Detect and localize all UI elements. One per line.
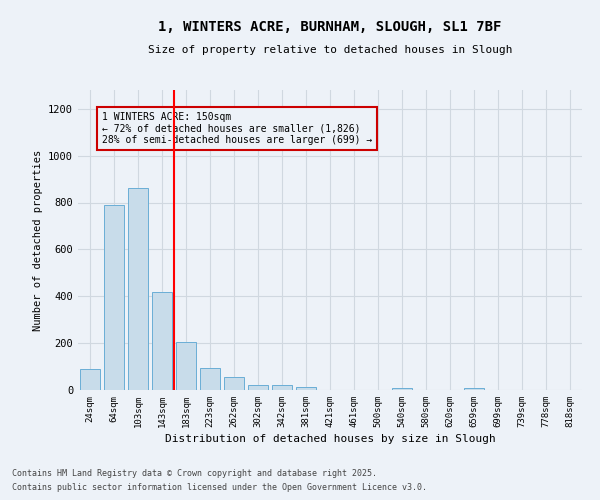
Text: 1 WINTERS ACRE: 150sqm
← 72% of detached houses are smaller (1,826)
28% of semi-: 1 WINTERS ACRE: 150sqm ← 72% of detached… [102,112,372,146]
Bar [392,388,412,390]
Bar [152,292,172,390]
Text: 1, WINTERS ACRE, BURNHAM, SLOUGH, SL1 7BF: 1, WINTERS ACRE, BURNHAM, SLOUGH, SL1 7B… [158,20,502,34]
Bar [104,205,124,390]
Y-axis label: Number of detached properties: Number of detached properties [32,150,43,330]
Bar [176,342,196,390]
Bar [248,386,268,390]
Bar [272,386,292,390]
Text: Contains HM Land Registry data © Crown copyright and database right 2025.: Contains HM Land Registry data © Crown c… [12,468,377,477]
Bar [200,368,220,390]
Text: Contains public sector information licensed under the Open Government Licence v3: Contains public sector information licen… [12,484,427,492]
Bar [224,377,244,390]
Bar [464,388,484,390]
Bar [80,369,100,390]
Text: Size of property relative to detached houses in Slough: Size of property relative to detached ho… [148,45,512,55]
X-axis label: Distribution of detached houses by size in Slough: Distribution of detached houses by size … [164,434,496,444]
Bar [296,387,316,390]
Bar [128,188,148,390]
